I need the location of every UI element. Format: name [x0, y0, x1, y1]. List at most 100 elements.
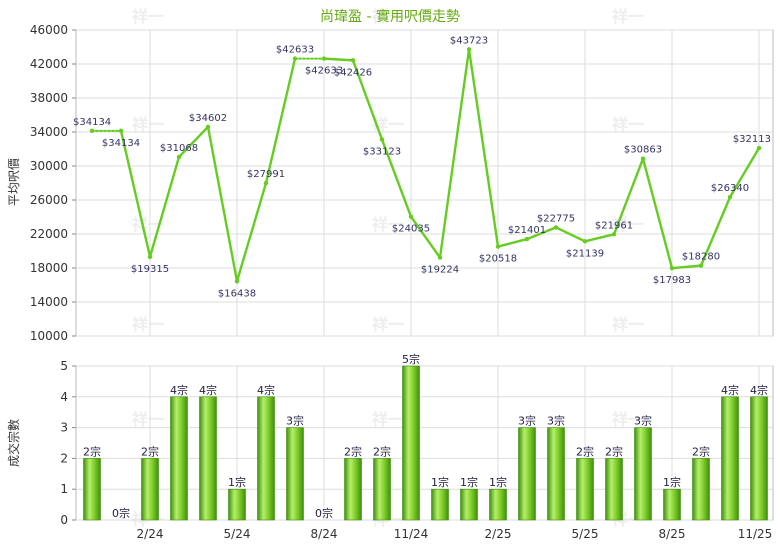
watermark-text: 祥一 [612, 7, 644, 26]
volume-data-label: 4宗 [257, 383, 275, 397]
price-series [91, 48, 761, 283]
price-point [553, 225, 559, 230]
price-point [495, 244, 501, 249]
price-gridlines [76, 29, 773, 337]
volume-data-label: 2宗 [605, 444, 623, 458]
price-line-segment [467, 48, 500, 248]
volume-bar [663, 488, 681, 521]
price-data-label: $22775 [537, 213, 575, 224]
volume-data-label: 3宗 [547, 414, 565, 428]
price-point [118, 128, 124, 134]
watermark-text: 祥一 [372, 315, 404, 334]
price-line-segment [119, 129, 152, 259]
volume-y-tick-label: 5 [60, 359, 68, 373]
volume-data-label: 4宗 [721, 383, 739, 397]
price-point [524, 236, 530, 242]
x-tick-label: 2/25 [485, 527, 512, 541]
price-data-label: $21401 [508, 225, 546, 236]
volume-bar [373, 458, 391, 521]
price-y-tick-label: 30000 [30, 159, 68, 173]
volume-bar [489, 488, 507, 521]
price-data-label: $27991 [247, 169, 285, 180]
chart-title: 尚瑋盈 - 實用呎價走勢 [320, 8, 460, 25]
price-plot-frame [75, 29, 774, 337]
x-tick-label: 2/24 [137, 527, 164, 541]
price-point [582, 239, 588, 244]
volume-bar [460, 488, 478, 521]
watermark-text: 祥一 [372, 7, 404, 26]
watermark-text: 祥一 [612, 315, 644, 334]
volume-data-label: 2宗 [83, 444, 101, 458]
volume-data-label: 3宗 [286, 414, 304, 428]
price-point [466, 47, 472, 52]
volume-y-axis: 0 1 2 3 4 5 [60, 359, 76, 527]
price-data-label: $34602 [189, 113, 227, 124]
price-data-label: $42426 [334, 67, 372, 78]
price-point [379, 137, 385, 142]
x-tick-label: 8/24 [311, 527, 338, 541]
volume-y-axis-label: 成交宗數 [6, 419, 21, 467]
volume-data-label: 0宗 [315, 506, 333, 520]
price-data-label: $21961 [595, 220, 633, 231]
price-y-axis: 10000 14000 18000 22000 26000 30000 34000 38000… [30, 23, 76, 343]
volume-data-label: 1宗 [431, 475, 449, 489]
price-line-segment [612, 157, 645, 236]
price-point [292, 56, 298, 61]
price-point [263, 180, 269, 186]
volume-data-label: 1宗 [460, 475, 478, 489]
price-point [698, 263, 704, 268]
price-line-segment [670, 264, 703, 270]
price-line-segment [728, 146, 761, 199]
volume-y-tick-label: 4 [60, 390, 68, 404]
price-line-segment [322, 57, 355, 62]
price-point [234, 279, 240, 284]
price-data-label: $18280 [682, 252, 720, 263]
volume-y-tick-label: 1 [60, 482, 68, 496]
volume-bar [721, 396, 739, 521]
volume-bar [576, 458, 594, 521]
volume-bar [286, 427, 304, 521]
x-tick-label: 11/24 [394, 527, 429, 541]
price-data-label: $19315 [131, 264, 169, 275]
price-data-label: $34134 [102, 138, 140, 149]
price-y-tick-label: 10000 [30, 329, 68, 343]
price-line-segment [438, 48, 471, 259]
volume-data-label: 2宗 [692, 444, 710, 458]
price-point [408, 214, 414, 219]
price-data-labels: $34134 $34134 $19315 $31068 $34602 $16438 $279… [73, 35, 771, 299]
price-data-label: $42633 [305, 66, 343, 77]
price-line-segment [264, 57, 297, 185]
watermark-text: 祥一 [372, 215, 404, 234]
x-axis-tick-labels: 2/24 5/24 8/24 11/24 2/25 5/25 8/25 11/25 [137, 527, 773, 541]
price-point [611, 232, 617, 237]
watermark-text: 祥一 [132, 215, 164, 234]
price-y-tick-label: 14000 [30, 295, 68, 309]
volume-data-label: 1宗 [228, 475, 246, 489]
volume-data-label: 5宗 [402, 352, 420, 366]
price-data-label: $33123 [363, 146, 401, 157]
volume-bar [547, 427, 565, 521]
price-points [89, 47, 762, 284]
volume-data-label: 2宗 [344, 444, 362, 458]
volume-bar [402, 365, 420, 521]
price-data-label: $30863 [624, 145, 662, 156]
watermark-text: 祥一 [612, 115, 644, 134]
price-point [176, 154, 182, 160]
volume-bar [750, 396, 768, 521]
price-line-segment [496, 237, 529, 248]
x-tick-label: 8/25 [659, 527, 686, 541]
volume-data-label: 4宗 [750, 383, 768, 397]
price-point [756, 145, 762, 151]
price-data-label: $24035 [392, 224, 430, 235]
price-line-segment [351, 59, 384, 141]
price-y-tick-label: 46000 [30, 23, 68, 37]
volume-bars [83, 365, 768, 521]
price-point [321, 56, 327, 61]
price-point [147, 254, 153, 260]
price-data-label: $20518 [479, 254, 517, 265]
volume-bar [257, 396, 275, 521]
price-y-axis-label: 平均呎價 [7, 158, 21, 206]
price-point [89, 128, 95, 134]
volume-bar [518, 427, 536, 521]
